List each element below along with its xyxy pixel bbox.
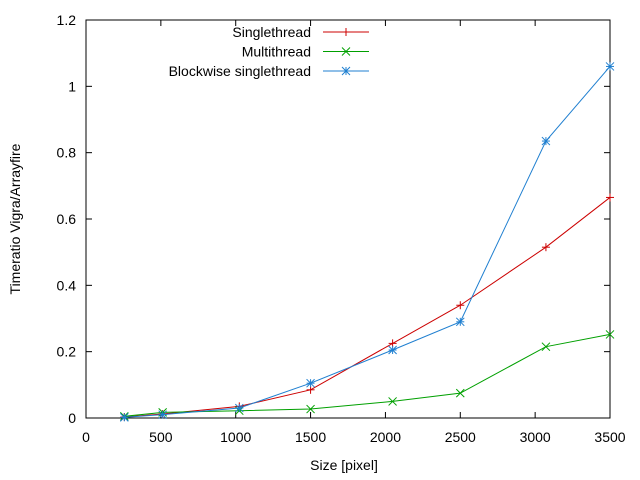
data-point (541, 136, 551, 146)
legend-label: Singlethread (232, 24, 311, 40)
x-tick-label: 1500 (295, 429, 326, 445)
y-tick-label: 1.2 (57, 12, 77, 28)
legend: Singlethread Multithread Blockwise singlet… (169, 24, 369, 79)
y-tick-label: 0.2 (57, 344, 77, 360)
x-axis-label: Size [pixel] (310, 457, 378, 473)
data-point (541, 243, 550, 252)
data-point (306, 378, 315, 388)
legend-entry: Singlethread (232, 24, 369, 40)
x-tick-label: 0 (82, 429, 90, 445)
data-point (119, 412, 129, 422)
x-tick-label: 3000 (520, 429, 551, 445)
data-point (541, 342, 551, 352)
x-tick-labels: 0 500 1000 1500 2000 2500 3000 3500 (82, 429, 626, 445)
legend-entry: Multithread (242, 44, 369, 60)
plot-frame (85, 19, 611, 419)
data-point (341, 47, 351, 56)
x-tick-label: 2000 (370, 429, 401, 445)
series (119, 62, 615, 422)
data-point (158, 410, 168, 420)
y-axis-label: Timeratio Vigra/Arrayfire (7, 143, 23, 294)
legend-label: Blockwise singlethread (169, 63, 311, 79)
data-point (234, 403, 244, 413)
series (120, 193, 614, 422)
series-line (124, 333, 611, 417)
data-point (605, 330, 615, 339)
data-point (455, 317, 465, 327)
data-point (342, 28, 350, 36)
data-point (388, 397, 397, 406)
y-tick-label: 0 (68, 410, 76, 426)
data-point (388, 345, 397, 355)
legend-entry: Blockwise singlethread (169, 63, 369, 79)
x-tick-label: 1000 (220, 429, 251, 445)
x-tick-label: 3500 (594, 429, 625, 445)
data-point (306, 404, 315, 414)
data-point (606, 193, 614, 202)
y-tick-label: 0.8 (57, 145, 77, 161)
y-tick-label: 1 (68, 78, 76, 94)
series (119, 330, 615, 421)
series-line (124, 66, 611, 418)
data-point (455, 388, 465, 398)
data-point (341, 66, 351, 76)
y-tick-label: 0.4 (57, 277, 77, 293)
y-tick-labels: 0 0.2 0.4 0.6 0.8 1 1.2 (57, 12, 77, 426)
axis-ticks (85, 19, 611, 419)
x-tick-label: 2500 (445, 429, 476, 445)
series-line (124, 197, 611, 418)
y-tick-label: 0.6 (57, 211, 77, 227)
legend-label: Multithread (242, 44, 311, 60)
data-point (605, 62, 615, 71)
series-layer (119, 62, 615, 422)
data-point (456, 301, 465, 310)
x-tick-label: 500 (149, 429, 173, 445)
